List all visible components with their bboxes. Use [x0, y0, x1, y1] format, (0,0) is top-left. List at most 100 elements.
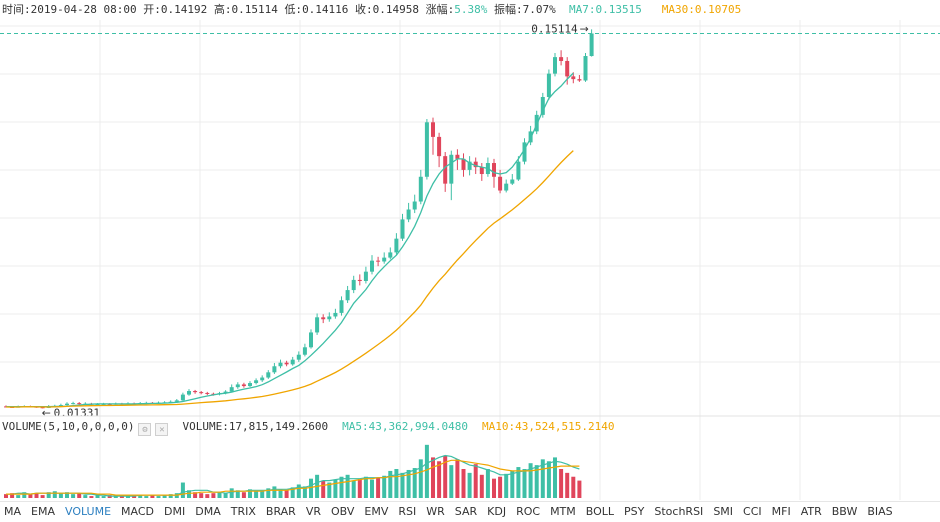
tab-ma[interactable]: MA [4, 505, 22, 518]
tab-wr[interactable]: WR [426, 505, 445, 518]
volume-bar [278, 489, 283, 498]
candle [376, 256, 381, 267]
tab-dmi[interactable]: DMI [164, 505, 186, 518]
tab-mfi[interactable]: MFI [771, 505, 791, 518]
candle [577, 75, 582, 82]
candle [205, 391, 210, 396]
volume-bar [516, 467, 521, 498]
tab-volume[interactable]: VOLUME [64, 505, 112, 518]
candle [278, 359, 283, 369]
candle [553, 53, 557, 77]
volume-bar [266, 488, 271, 498]
volume-bar [180, 482, 185, 498]
tab-dma[interactable]: DMA [195, 505, 221, 518]
volume-bar [321, 480, 326, 498]
volume-bar [241, 492, 246, 498]
candle [540, 92, 545, 118]
volume-bar [77, 493, 82, 498]
candle [492, 158, 496, 188]
low-value: 0.14116 [302, 3, 349, 16]
candle [388, 247, 393, 260]
ma7-line [6, 72, 574, 408]
candle [309, 329, 313, 349]
candle [424, 119, 429, 180]
volume-bar [376, 477, 381, 498]
candle [235, 382, 240, 389]
volume-bar [211, 493, 216, 498]
volume-bar [58, 493, 63, 498]
candle [516, 156, 521, 181]
candle [418, 169, 423, 205]
settings-icon[interactable]: ⚙ [138, 423, 152, 436]
candle [193, 389, 198, 394]
volume-bar [193, 492, 198, 498]
volume-bar [95, 495, 100, 498]
volume-bar [138, 495, 143, 498]
volume-bar [156, 496, 161, 498]
close-icon[interactable]: ✕ [155, 423, 169, 436]
volume-bar [339, 476, 344, 498]
tab-emv[interactable]: EMV [364, 505, 389, 518]
volume-indicator-title: VOLUME(5,10,0,0,0,0) [2, 420, 135, 433]
tab-roc[interactable]: ROC [516, 505, 541, 518]
tab-bbw[interactable]: BBW [831, 505, 858, 518]
candle [467, 156, 472, 176]
vol-ma10-label: MA10: [482, 420, 516, 433]
vol-ma10-value: 43,524,515.2140 [515, 420, 615, 433]
tab-psy[interactable]: PSY [624, 505, 645, 518]
volume-bar [382, 475, 387, 498]
volume-bar [577, 480, 582, 498]
volume-bar [553, 457, 557, 498]
candle [290, 356, 295, 366]
moving-average-lines [5, 72, 574, 408]
volume-bar [492, 478, 496, 498]
candle [522, 138, 527, 165]
candle [345, 285, 350, 304]
tab-mtm[interactable]: MTM [550, 505, 576, 518]
candle [333, 308, 338, 319]
candle [510, 174, 515, 186]
tab-atr[interactable]: ATR [800, 505, 822, 518]
volume-bar [540, 459, 545, 498]
tab-boll[interactable]: BOLL [585, 505, 615, 518]
open-label: 开: [143, 3, 161, 16]
volume-bar [144, 496, 149, 498]
tab-macd[interactable]: MACD [121, 505, 155, 518]
ma7-label: MA7: [569, 3, 596, 16]
candle [351, 275, 356, 294]
volume-bar [16, 495, 21, 498]
tab-bias[interactable]: BIAS [867, 505, 893, 518]
candle [187, 389, 191, 396]
volume-bar [260, 490, 265, 498]
amplitude-value: 7.07% [522, 3, 556, 16]
volume-bar [467, 472, 472, 498]
volume-bar [522, 469, 527, 498]
tab-rsi[interactable]: RSI [398, 505, 417, 518]
tab-smi[interactable]: SMI [713, 505, 734, 518]
volume-bar [431, 457, 435, 498]
tab-ema[interactable]: EMA [31, 505, 55, 518]
volume-bar [388, 470, 393, 498]
tab-brar[interactable]: BRAR [265, 505, 296, 518]
tab-stochrsi[interactable]: StochRSI [654, 505, 704, 518]
tab-kdj[interactable]: KDJ [487, 505, 507, 518]
min-price-marker: 0.01331 [54, 406, 100, 419]
tab-vr[interactable]: VR [305, 505, 321, 518]
volume-bar [351, 480, 356, 498]
grid-lines [0, 20, 940, 500]
volume-bar [357, 478, 362, 498]
chart-canvas[interactable]: 0.15114 → ← 0.01331 [0, 0, 940, 501]
volume-ma5-line [6, 454, 580, 497]
volume-bar [370, 479, 374, 498]
volume-bar [83, 495, 88, 498]
tab-cci[interactable]: CCI [743, 505, 762, 518]
candle [363, 266, 368, 284]
tab-obv[interactable]: OBV [331, 505, 355, 518]
volume-bar [406, 469, 411, 498]
candle [412, 194, 417, 214]
tab-trix[interactable]: TRIX [230, 505, 256, 518]
volume-bar [461, 469, 466, 498]
tab-sar[interactable]: SAR [454, 505, 478, 518]
candle [449, 150, 454, 201]
ma7-value: 0.13515 [595, 3, 642, 16]
